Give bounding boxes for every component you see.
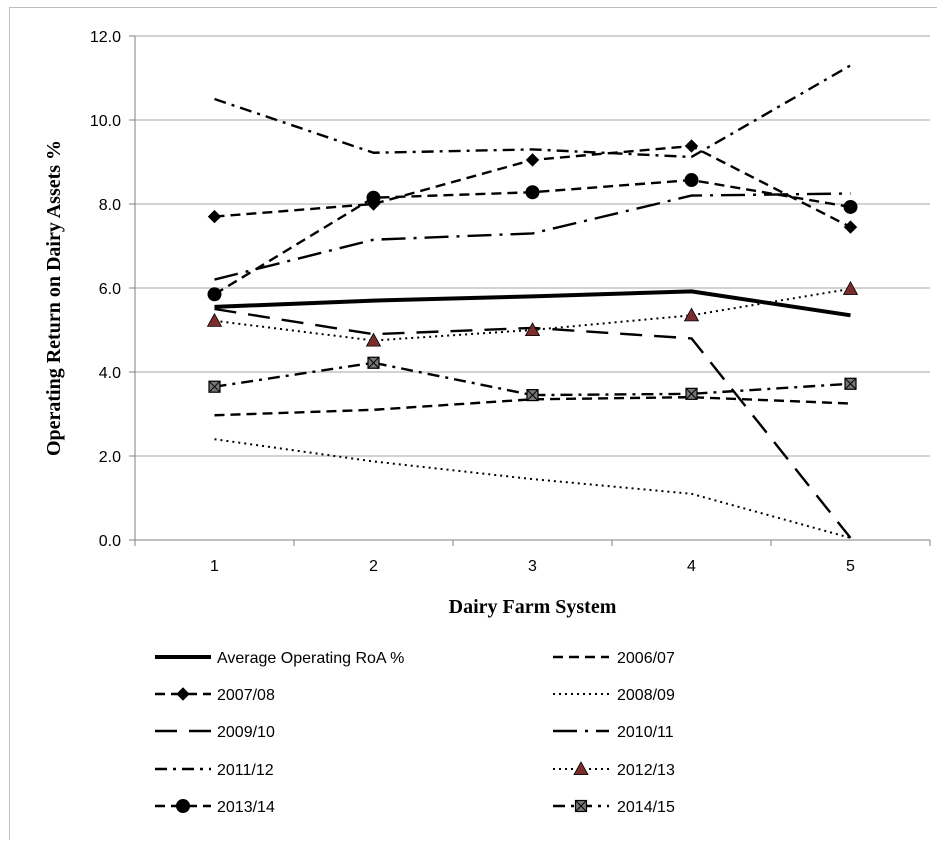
legend-item: Average Operating RoA % xyxy=(155,650,404,667)
data-point-marker xyxy=(524,322,541,337)
legend-label: 2014/15 xyxy=(617,799,675,816)
data-point-marker xyxy=(843,220,858,234)
legend-item: 2007/08 xyxy=(155,687,275,704)
legend-marker xyxy=(176,687,190,701)
legend-item: 2013/14 xyxy=(155,799,275,816)
legend: Average Operating RoA % 2006/07 2007/08 200… xyxy=(155,650,675,816)
x-axis-title: Dairy Farm System xyxy=(449,596,617,618)
data-point-marker xyxy=(525,153,540,167)
legend-item: 2010/11 xyxy=(553,724,674,741)
data-point-marker xyxy=(525,185,540,200)
axes xyxy=(129,35,931,546)
y-axis-title: Operating Return on Dairy Assets % xyxy=(43,140,65,456)
series-line xyxy=(214,307,852,539)
x-tick-label: 4 xyxy=(687,558,696,575)
data-point-marker xyxy=(366,190,381,205)
legend-item: 2014/15 xyxy=(553,799,675,816)
x-tick-label: 2 xyxy=(369,558,378,575)
legend-marker xyxy=(574,799,588,813)
legend-item: 2011/12 xyxy=(155,762,274,779)
data-point-marker xyxy=(526,389,539,402)
legend-label: Average Operating RoA % xyxy=(217,650,404,667)
legend-item: 2009/10 xyxy=(155,724,275,741)
series-lines xyxy=(213,64,852,539)
y-tick-label: 4.0 xyxy=(99,365,121,382)
legend-marker xyxy=(573,761,589,775)
data-point-marker xyxy=(685,387,698,400)
chart-frame xyxy=(9,7,937,840)
data-point-marker xyxy=(842,281,859,295)
y-tick-label: 0.0 xyxy=(99,533,121,550)
gridlines xyxy=(135,35,930,457)
data-point-marker xyxy=(367,356,380,369)
legend-label: 2012/13 xyxy=(617,762,675,779)
y-tick-labels: 0.0 2.0 4.0 6.0 8.0 10.0 12.0 xyxy=(90,29,121,550)
data-point-marker xyxy=(365,332,382,347)
data-point-marker xyxy=(843,199,858,214)
series-line xyxy=(214,289,851,318)
series-line xyxy=(214,438,851,539)
data-point-marker xyxy=(683,307,700,322)
y-tick-label: 12.0 xyxy=(90,29,121,46)
data-point-marker xyxy=(844,377,857,390)
legend-label: 2007/08 xyxy=(217,687,275,704)
legend-label: 2010/11 xyxy=(617,724,674,741)
data-point-marker xyxy=(684,139,699,153)
series-line xyxy=(214,192,851,281)
series-markers xyxy=(206,139,859,402)
series-line xyxy=(214,64,852,159)
x-tick-label: 5 xyxy=(846,558,855,575)
data-point-marker xyxy=(206,312,223,327)
y-tick-label: 10.0 xyxy=(90,113,121,130)
x-tick-label: 1 xyxy=(210,558,219,575)
data-point-marker xyxy=(207,287,222,302)
legend-item: 2006/07 xyxy=(553,650,675,667)
legend-label: 2008/09 xyxy=(617,687,675,704)
data-point-marker xyxy=(208,380,221,393)
y-tick-label: 2.0 xyxy=(99,449,121,466)
y-tick-label: 6.0 xyxy=(99,281,121,298)
x-tick-label: 3 xyxy=(528,558,537,575)
legend-label: 2013/14 xyxy=(217,799,275,816)
data-point-marker xyxy=(207,209,222,224)
legend-marker xyxy=(176,799,190,813)
series-line xyxy=(214,396,851,417)
legend-item: 2012/13 xyxy=(553,761,675,779)
data-point-marker xyxy=(684,173,699,188)
legend-label: 2011/12 xyxy=(217,762,274,779)
legend-item: 2008/09 xyxy=(553,687,675,704)
x-tick-labels: 1 2 3 4 5 xyxy=(210,558,855,575)
y-tick-label: 8.0 xyxy=(99,197,121,214)
legend-label: 2009/10 xyxy=(217,724,275,741)
legend-label: 2006/07 xyxy=(617,650,675,667)
